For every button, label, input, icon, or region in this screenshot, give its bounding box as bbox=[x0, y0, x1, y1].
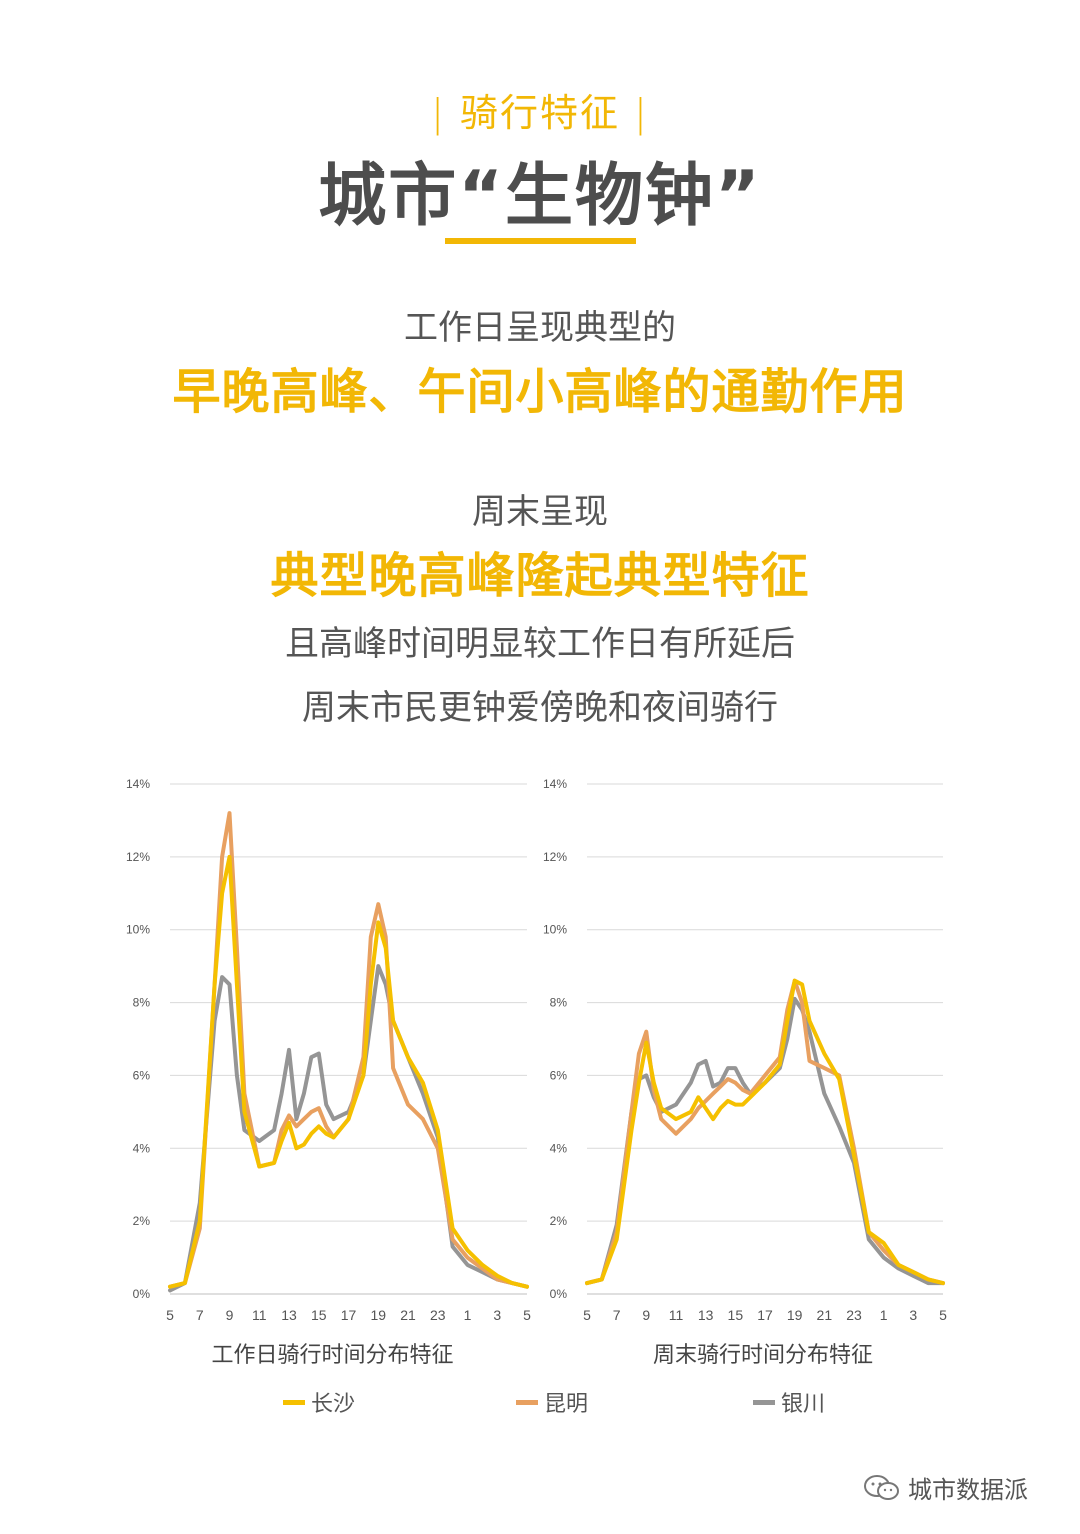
charts-area: 0%2%4%6%8%10%12%14%5 7 9 11 13 15 17 19 21 23 1 3 5工… bbox=[126, 777, 947, 1368]
y-tick-label: 6% bbox=[550, 1068, 568, 1082]
legend-label-kunming: 昆明 bbox=[544, 1392, 589, 1417]
highlight-line-1: 早晚高峰、午间小高峰的通勤作用 bbox=[172, 364, 908, 420]
page-title: 城市“生物钟” bbox=[318, 157, 762, 236]
x-tick-label: 19 bbox=[787, 1307, 803, 1323]
y-tick-label: 10% bbox=[543, 923, 567, 937]
y-tick-label: 14% bbox=[126, 777, 150, 791]
chart-title: 工作日骑行时间分布特征 bbox=[211, 1343, 453, 1368]
legend-swatch-kunming bbox=[516, 1399, 538, 1405]
watermark-text: 城市数据派 bbox=[908, 1476, 1028, 1504]
y-tick-label: 10% bbox=[126, 923, 150, 937]
x-tick-label: 5 bbox=[523, 1307, 531, 1323]
x-tick-label: 5 bbox=[939, 1307, 947, 1323]
x-tick-label: 5 bbox=[166, 1307, 174, 1323]
x-tick-label: 11 bbox=[252, 1307, 267, 1323]
x-tick-label: 17 bbox=[341, 1307, 357, 1323]
x-tick-label: 3 bbox=[493, 1307, 501, 1323]
y-tick-label: 4% bbox=[133, 1141, 151, 1155]
intro-line-4: 周末市民更钟爱傍晚和夜间骑行 bbox=[302, 688, 778, 728]
y-tick-label: 14% bbox=[543, 777, 567, 791]
series-line bbox=[585, 978, 945, 1286]
section-tag-text: 骑行特征 bbox=[459, 91, 620, 135]
x-tick-label: 15 bbox=[311, 1307, 327, 1323]
y-tick-label: 8% bbox=[133, 996, 151, 1010]
highlight-line-2: 典型晚高峰隆起典型特征 bbox=[270, 548, 810, 604]
legend-label-changsha: 长沙 bbox=[311, 1392, 356, 1417]
title-underline bbox=[445, 238, 636, 244]
legend-swatch-yinchuan bbox=[753, 1399, 775, 1405]
y-tick-label: 4% bbox=[550, 1141, 568, 1155]
y-tick-label: 12% bbox=[126, 850, 150, 864]
y-tick-label: 2% bbox=[133, 1214, 151, 1228]
wechat-icon bbox=[864, 1474, 899, 1500]
x-tick-label: 7 bbox=[613, 1307, 621, 1323]
chart-title: 周末骑行时间分布特征 bbox=[653, 1343, 873, 1368]
x-tick-label: 5 bbox=[583, 1307, 591, 1323]
legend-item-yinchuan: 银川 bbox=[753, 1386, 825, 1418]
legend-swatch-changsha bbox=[283, 1399, 305, 1405]
legend-item-changsha: 长沙 bbox=[283, 1386, 355, 1418]
y-tick-label: 6% bbox=[133, 1068, 151, 1082]
x-tick-label: 1 bbox=[464, 1307, 472, 1323]
legend-label-yinchuan: 银川 bbox=[781, 1392, 826, 1417]
x-tick-label: 9 bbox=[226, 1307, 234, 1323]
series-line bbox=[168, 964, 529, 1293]
x-tick-label: 23 bbox=[430, 1307, 446, 1323]
y-tick-label: 2% bbox=[550, 1214, 568, 1228]
x-tick-label: 15 bbox=[728, 1307, 744, 1323]
y-tick-label: 0% bbox=[550, 1287, 568, 1301]
wechat-watermark: 城市数据派 bbox=[862, 1470, 1028, 1505]
x-tick-label: 1 bbox=[880, 1307, 888, 1323]
section-tag: | 骑行特征 | bbox=[431, 91, 649, 135]
x-tick-label: 7 bbox=[196, 1307, 204, 1323]
intro-line-1: 工作日呈现典型的 bbox=[404, 308, 676, 348]
legend-item-kunming: 昆明 bbox=[516, 1386, 588, 1418]
x-tick-label: 9 bbox=[642, 1307, 650, 1323]
series-line bbox=[585, 978, 945, 1286]
intro-line-2: 周末呈现 bbox=[472, 492, 608, 532]
x-tick-label: 13 bbox=[281, 1307, 297, 1323]
x-tick-label: 21 bbox=[400, 1307, 416, 1323]
series-line bbox=[168, 854, 529, 1289]
x-tick-label: 21 bbox=[817, 1307, 833, 1323]
x-tick-label: 19 bbox=[370, 1307, 386, 1323]
x-tick-label: 3 bbox=[909, 1307, 917, 1323]
y-tick-label: 0% bbox=[133, 1287, 151, 1301]
x-tick-label: 17 bbox=[757, 1307, 773, 1323]
x-tick-label: 13 bbox=[698, 1307, 714, 1323]
x-tick-label: 11 bbox=[669, 1307, 684, 1323]
y-tick-label: 8% bbox=[550, 996, 568, 1010]
y-tick-label: 12% bbox=[543, 850, 567, 864]
intro-line-3: 且高峰时间明显较工作日有所延后 bbox=[285, 624, 795, 664]
x-tick-label: 23 bbox=[846, 1307, 862, 1323]
series-line bbox=[585, 996, 945, 1286]
